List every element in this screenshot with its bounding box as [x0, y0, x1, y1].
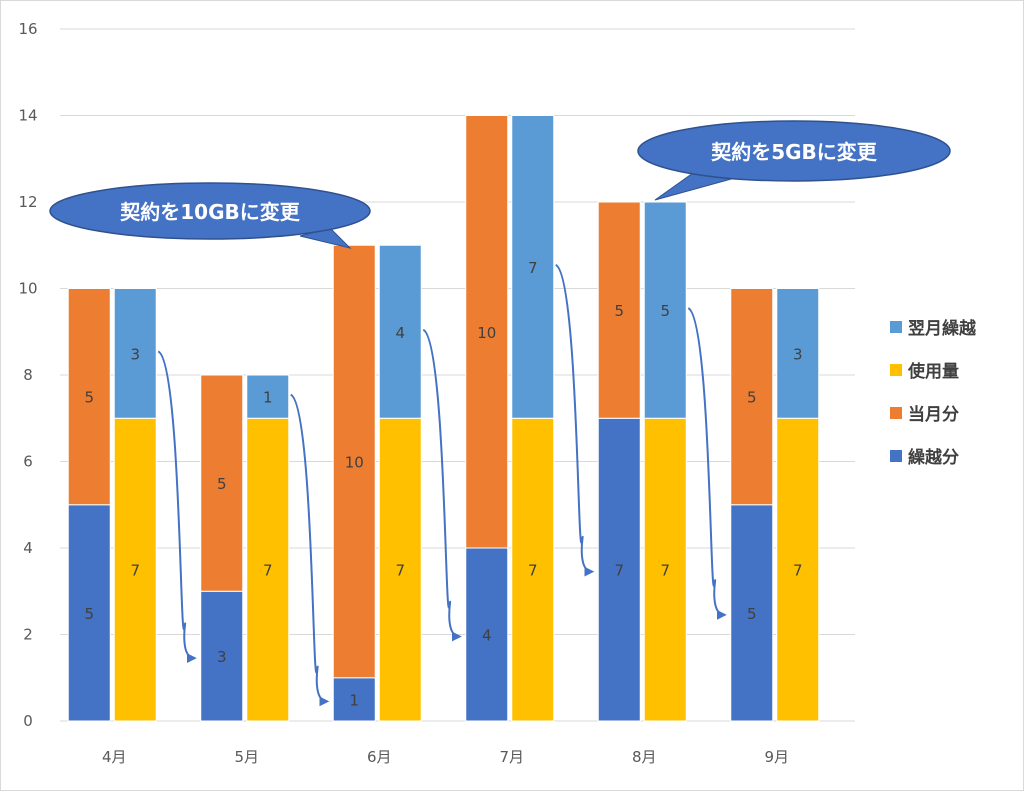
- callout-bubble: [49, 182, 371, 240]
- x-tick-label: 6月: [367, 748, 392, 766]
- bar-segment: [113, 288, 157, 419]
- data-label: 5: [747, 389, 757, 407]
- bar-segment: [67, 504, 111, 722]
- callout-text: 契約を5GBに変更: [710, 140, 878, 164]
- carry-arrow: [555, 263, 595, 577]
- data-label: 5: [84, 389, 94, 407]
- data-label: 7: [793, 562, 803, 580]
- bar-segment: [465, 547, 509, 722]
- bar-segment: [200, 590, 244, 722]
- bar-segment: [200, 374, 244, 592]
- y-tick-label: 14: [18, 107, 37, 125]
- data-label: 7: [528, 562, 538, 580]
- callout: 契約を5GBに変更: [637, 120, 951, 201]
- bar-segment: [511, 115, 555, 419]
- bar-segment: [378, 417, 422, 722]
- bar-segment: [113, 417, 157, 722]
- data-label: 5: [84, 605, 94, 623]
- data-label: 10: [345, 454, 364, 472]
- data-label: 7: [528, 259, 538, 277]
- bar-segment: [465, 115, 509, 549]
- callout-text: 契約を10GBに変更: [119, 200, 300, 224]
- x-tick-label: 5月: [234, 748, 259, 766]
- bar-segment: [730, 288, 774, 506]
- bar-segment: [643, 417, 687, 722]
- bar-segment: [730, 504, 774, 722]
- legend-label: 使用量: [907, 361, 959, 382]
- data-label: 7: [130, 562, 140, 580]
- bar-segment: [332, 244, 376, 679]
- x-tick-label: 9月: [764, 748, 789, 766]
- data-label: 3: [793, 345, 803, 363]
- y-tick-label: 0: [23, 712, 33, 730]
- y-tick-label: 4: [23, 539, 33, 557]
- data-label: 3: [217, 648, 227, 666]
- data-label: 3: [130, 345, 140, 363]
- legend-swatch: [890, 407, 902, 419]
- bar-segment: [246, 417, 290, 722]
- data-label: 7: [660, 562, 670, 580]
- bar-segment: [597, 417, 641, 722]
- legend-label: 翌月繰越: [908, 318, 977, 339]
- bar-segment: [246, 374, 290, 419]
- data-label: 5: [217, 475, 227, 493]
- carry-arrow: [157, 350, 197, 664]
- data-label: 7: [395, 562, 405, 580]
- data-label: 10: [477, 324, 496, 342]
- legend-swatch: [890, 364, 902, 376]
- y-tick-label: 16: [18, 20, 37, 38]
- data-label: 4: [395, 324, 405, 342]
- bar-segment: [643, 201, 687, 419]
- bar-segment: [67, 288, 111, 506]
- legend-swatch: [890, 321, 902, 333]
- y-tick-label: 8: [23, 366, 33, 384]
- data-label: 7: [614, 562, 624, 580]
- bar-segment: [511, 417, 555, 722]
- bar-segment: [776, 288, 820, 419]
- y-tick-label: 12: [18, 193, 37, 211]
- callout: 契約を10GBに変更: [49, 182, 371, 249]
- bar-segment: [378, 244, 422, 419]
- x-tick-label: 4月: [102, 748, 127, 766]
- data-label: 5: [747, 605, 757, 623]
- bar-segment: [597, 201, 641, 419]
- y-tick-label: 10: [18, 280, 37, 298]
- data-label: 5: [660, 302, 670, 320]
- x-tick-label: 7月: [499, 748, 524, 766]
- bar-segment: [332, 677, 376, 722]
- x-tick-label: 8月: [632, 748, 657, 766]
- callout-bubble: [637, 120, 951, 182]
- carry-arrow: [687, 307, 727, 620]
- carry-arrow: [290, 393, 330, 707]
- legend-label: 当月分: [908, 404, 959, 425]
- carry-arrow: [422, 328, 462, 642]
- data-label: 7: [263, 562, 273, 580]
- legend-swatch: [890, 450, 902, 462]
- y-tick-label: 2: [23, 626, 33, 644]
- y-tick-label: 6: [23, 453, 33, 471]
- legend-label: 繰越分: [908, 447, 959, 468]
- data-label: 4: [482, 627, 492, 645]
- data-label: 5: [614, 302, 624, 320]
- data-label: 1: [263, 389, 273, 407]
- bar-segment: [776, 417, 820, 722]
- data-label: 1: [349, 691, 359, 709]
